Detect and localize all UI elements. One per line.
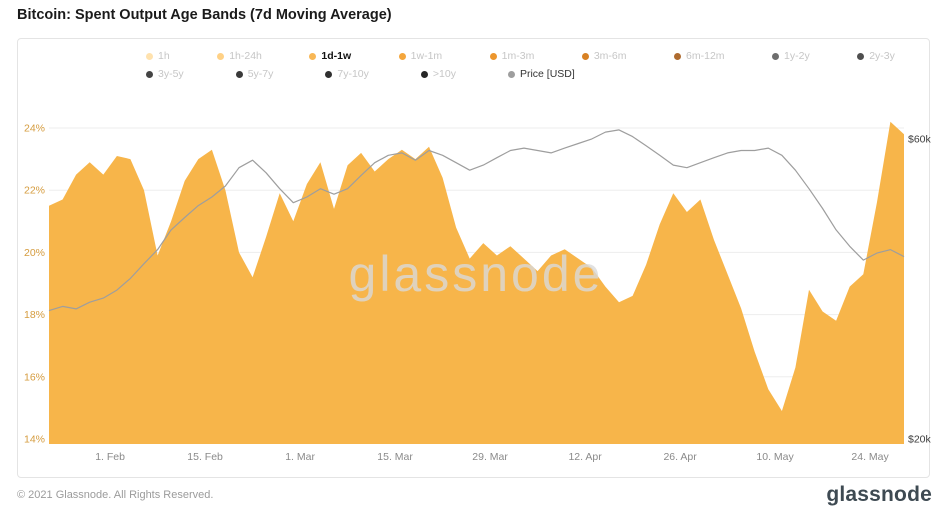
legend-item-2y-3y[interactable]: 2y-3y (857, 50, 895, 62)
legend-row-2: 3y-5y 5y-7y 7y-10y >10y Price [USD] (146, 68, 895, 80)
x-axis-label: 24. May (851, 451, 889, 463)
legend-item-1y-2y[interactable]: 1y-2y (772, 50, 810, 62)
x-axis-label: 12. Apr (568, 451, 602, 463)
legend-label: 1h-24h (229, 50, 262, 62)
glassnode-logo[interactable]: glassnode (826, 483, 932, 506)
x-axis-label: 15. Feb (187, 451, 223, 463)
x-axis-label: 29. Mar (472, 451, 508, 463)
chart-legend: 1h 1h-24h 1d-1w 1w-1m 1m-3m 3m-6m 6m-12m 1y-2y 2… (146, 50, 895, 80)
chart-card: 1h 1h-24h 1d-1w 1w-1m 1m-3m 3m-6m 6m-12m 1y-2y 2… (17, 38, 931, 479)
legend-item-7y-10y[interactable]: 7y-10y (325, 68, 369, 80)
legend-swatch-icon (235, 70, 243, 78)
y-axis-left-label: 20% (24, 247, 45, 259)
y-axis-right-label: $60k (908, 133, 931, 145)
legend-item-1d-1w[interactable]: 1d-1w (309, 50, 351, 62)
legend-item-1h[interactable]: 1h (146, 50, 170, 62)
legend-label: 3m-6m (593, 50, 627, 62)
y-axis-left-label: 22% (24, 185, 45, 197)
legend-item-3m-6m[interactable]: 3m-6m (581, 50, 627, 62)
legend-swatch-icon (398, 52, 406, 60)
legend-swatch-icon (420, 70, 428, 78)
y-axis-left-label: 14% (24, 434, 45, 446)
legend-label: 1h (158, 50, 170, 62)
price-line-series[interactable] (48, 129, 905, 312)
legend-swatch-icon (146, 52, 153, 60)
legend-label: 5y-7y (247, 68, 274, 80)
legend-swatch-icon (217, 52, 225, 60)
legend-label: 3y-5y (158, 68, 184, 80)
chart-canvas[interactable]: 24% 22% 20% 18% 16% 14% glassnode $60k $20k 1. Fe… (18, 39, 931, 479)
legend-item-1m-3m[interactable]: 1m-3m (489, 50, 535, 62)
legend-swatch-icon (581, 52, 589, 60)
legend-label: 1m-3m (501, 50, 535, 62)
legend-item-6m-12m[interactable]: 6m-12m (674, 50, 725, 62)
page-title: Bitcoin: Spent Output Age Bands (7d Movi… (17, 7, 392, 23)
x-axis-label: 1. Mar (285, 451, 315, 463)
legend-item-1h-24h[interactable]: 1h-24h (217, 50, 262, 62)
legend-item-price-usd[interactable]: Price [USD] (507, 68, 575, 80)
legend-label: 7y-10y (337, 68, 369, 80)
x-axis-label: 1. Feb (95, 451, 125, 463)
area-series-1d-1w[interactable] (49, 121, 904, 445)
x-axis-label: 10. May (756, 451, 794, 463)
legend-label: 1y-2y (784, 50, 810, 62)
y-axis-left-label: 24% (24, 123, 45, 135)
legend-row-1: 1h 1h-24h 1d-1w 1w-1m 1m-3m 3m-6m 6m-12m 1y-2y 2… (146, 50, 895, 62)
legend-swatch-icon (146, 70, 153, 78)
legend-swatch-icon (507, 70, 515, 78)
legend-item-5y-7y[interactable]: 5y-7y (235, 68, 274, 80)
legend-swatch-icon (325, 70, 333, 78)
watermark: glassnode (349, 246, 604, 302)
legend-item-1w-1m[interactable]: 1w-1m (398, 50, 443, 62)
y-axis-left-label: 18% (24, 309, 45, 321)
x-axis-label: 15. Mar (377, 451, 413, 463)
legend-swatch-icon (309, 52, 317, 60)
x-axis-label: 26. Apr (663, 451, 697, 463)
legend-label: 6m-12m (686, 50, 725, 62)
legend-label: Price [USD] (519, 68, 575, 80)
legend-item-10y[interactable]: >10y (420, 68, 456, 80)
legend-swatch-icon (489, 52, 497, 60)
legend-swatch-icon (674, 52, 682, 60)
legend-label: 1d-1w (321, 50, 352, 62)
legend-label: 1w-1m (410, 50, 443, 62)
legend-item-3y-5y[interactable]: 3y-5y (146, 68, 184, 80)
legend-label: >10y (432, 68, 456, 80)
y-axis-right-label: $20k (908, 434, 931, 446)
y-axis-left-label: 16% (24, 371, 45, 383)
legend-label: 2y-3y (869, 50, 895, 62)
legend-swatch-icon (772, 52, 780, 60)
legend-swatch-icon (857, 52, 865, 60)
copyright-text: © 2021 Glassnode. All Rights Reserved. (17, 489, 214, 501)
